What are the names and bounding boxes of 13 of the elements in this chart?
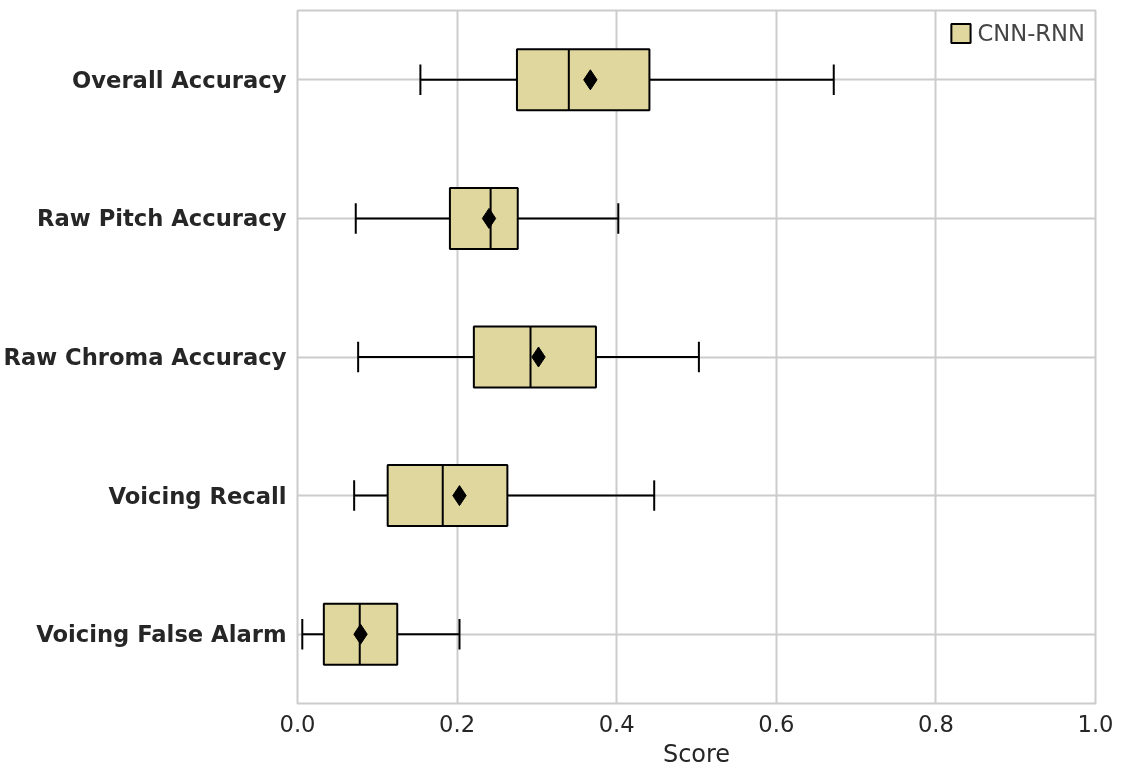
x-axis-title: Score [662, 739, 731, 768]
y-tick-label: Voicing False Alarm [36, 621, 287, 648]
y-tick-label: Raw Pitch Accuracy [37, 205, 287, 232]
y-tick-label: Overall Accuracy [72, 66, 287, 93]
x-tick-label: 1.0 [1077, 710, 1114, 737]
legend-label: CNN-RNN [977, 20, 1085, 46]
x-tick-label: 0.6 [758, 710, 795, 737]
x-tick-label: 0.0 [279, 710, 316, 737]
x-tick-label: 0.8 [917, 710, 954, 737]
x-tick-label: 0.4 [598, 710, 635, 737]
y-tick-label: Voicing Recall [108, 482, 287, 509]
y-tick-label: Raw Chroma Accuracy [3, 344, 287, 370]
x-tick-label: 0.2 [439, 710, 476, 737]
